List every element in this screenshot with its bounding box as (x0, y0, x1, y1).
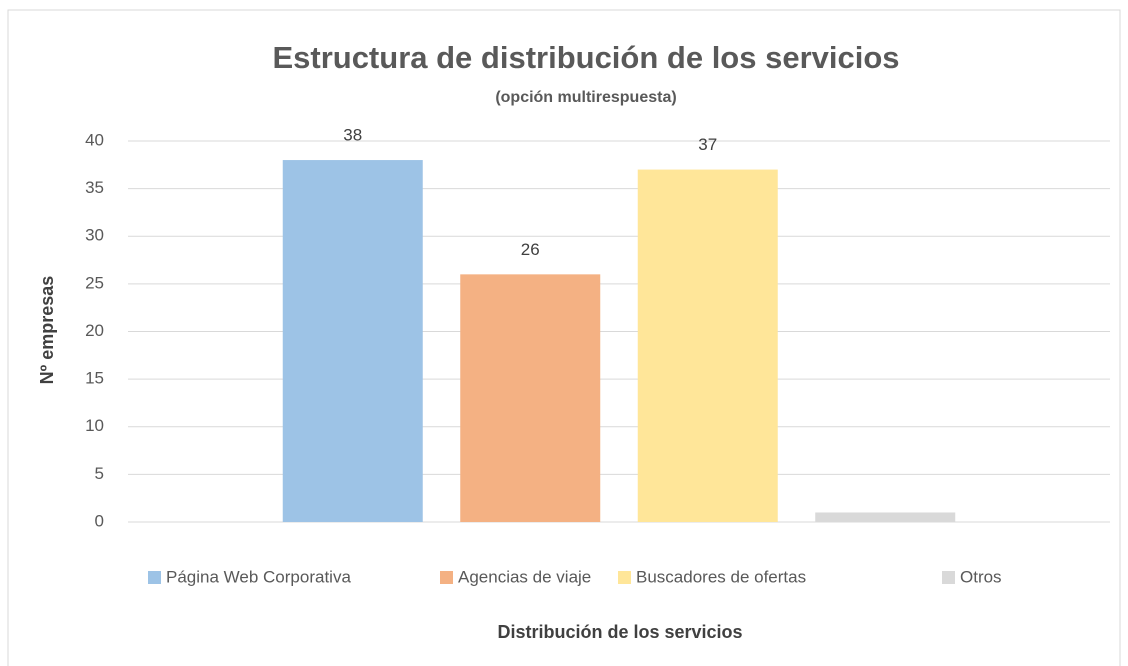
legend-swatch (942, 571, 955, 584)
legend-label: Otros (960, 567, 1002, 586)
chart-subtitle: (opción multirespuesta) (495, 89, 676, 106)
legend-label: Página Web Corporativa (166, 567, 351, 586)
bar (815, 512, 956, 522)
data-label: 38 (343, 126, 362, 145)
bar (282, 160, 423, 523)
data-label: 26 (521, 240, 540, 259)
y-tick-label: 0 (95, 511, 104, 530)
data-label: 37 (698, 135, 717, 154)
y-tick-label: 25 (85, 273, 104, 292)
y-tick-label: 10 (85, 416, 104, 435)
legend-label: Buscadores de ofertas (636, 567, 806, 586)
bar (637, 169, 778, 522)
y-tick-label: 40 (85, 130, 104, 149)
legend-swatch (440, 571, 453, 584)
bar (460, 274, 601, 522)
y-tick-label: 5 (95, 464, 104, 483)
x-axis-label: Distribución de los servicios (497, 622, 742, 642)
y-tick-label: 20 (85, 321, 104, 340)
legend-swatch (148, 571, 161, 584)
y-tick-label: 30 (85, 226, 104, 245)
chart-title: Estructura de distribución de los servic… (272, 40, 899, 75)
y-axis-label: Nº empresas (37, 276, 57, 385)
legend-swatch (618, 571, 631, 584)
legend-label: Agencias de viaje (458, 567, 591, 586)
y-tick-label: 15 (85, 369, 104, 388)
y-tick-label: 35 (85, 178, 104, 197)
